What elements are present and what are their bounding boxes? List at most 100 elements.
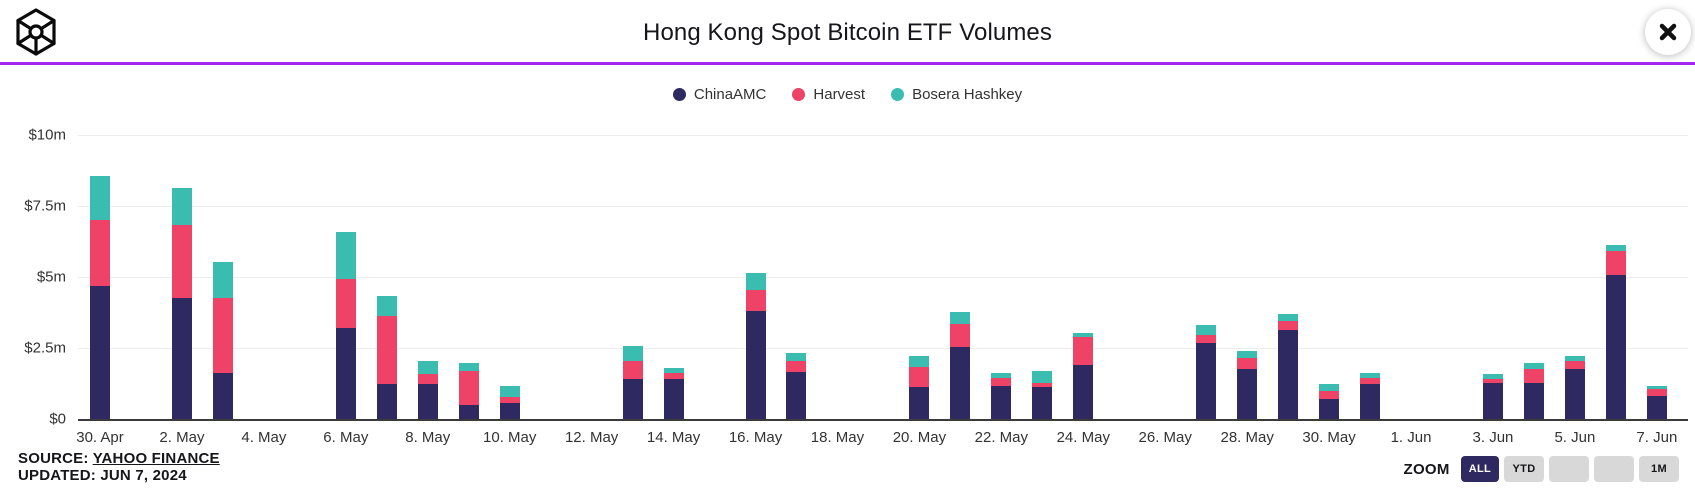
bar-segment-harvest[interactable] — [745, 289, 766, 312]
stacked-bar-29-may[interactable] — [1278, 314, 1299, 419]
bar-segment-harvest[interactable] — [376, 316, 397, 384]
bar-segment-harvest[interactable] — [417, 374, 438, 384]
bar-segment-chinaamc[interactable] — [950, 347, 971, 419]
bar-segment-chinaamc[interactable] — [909, 387, 930, 419]
bar-segment-harvest[interactable] — [1237, 358, 1258, 370]
stacked-bar-30-may[interactable] — [1319, 384, 1340, 419]
stacked-bar-4-jun[interactable] — [1523, 362, 1544, 419]
bar-segment-bosera-hashkey[interactable] — [171, 187, 192, 226]
legend-item-harvest[interactable]: Harvest — [792, 86, 865, 103]
stacked-bar-6-jun[interactable] — [1605, 245, 1626, 419]
bar-segment-chinaamc[interactable] — [1278, 330, 1299, 419]
bar-segment-harvest[interactable] — [458, 370, 479, 405]
bar-segment-chinaamc[interactable] — [458, 404, 479, 419]
bar-segment-bosera-hashkey[interactable] — [1360, 373, 1381, 378]
bar-segment-chinaamc[interactable] — [212, 373, 233, 419]
stacked-bar-31-may[interactable] — [1360, 373, 1381, 419]
bar-segment-harvest[interactable] — [909, 366, 930, 388]
bar-segment-chinaamc[interactable] — [1646, 395, 1667, 419]
bar-segment-chinaamc[interactable] — [1605, 275, 1626, 419]
bar-segment-chinaamc[interactable] — [1523, 382, 1544, 419]
bar-segment-harvest[interactable] — [991, 378, 1012, 386]
stacked-bar-7-may[interactable] — [376, 296, 397, 419]
bar-segment-bosera-hashkey[interactable] — [1278, 314, 1299, 322]
bar-segment-harvest[interactable] — [950, 324, 971, 348]
bar-segment-chinaamc[interactable] — [786, 371, 807, 419]
bar-segment-chinaamc[interactable] — [622, 379, 643, 419]
bar-segment-bosera-hashkey[interactable] — [1073, 332, 1094, 338]
stacked-bar-21-may[interactable] — [950, 311, 971, 419]
zoom-button-all[interactable]: ALL — [1460, 456, 1499, 482]
stacked-bar-30-apr[interactable] — [90, 175, 110, 419]
stacked-bar-3-jun[interactable] — [1482, 374, 1503, 419]
stacked-bar-27-may[interactable] — [1196, 325, 1217, 419]
bar-segment-bosera-hashkey[interactable] — [745, 273, 766, 290]
bar-segment-harvest[interactable] — [1032, 382, 1053, 387]
bar-segment-bosera-hashkey[interactable] — [1523, 362, 1544, 370]
bar-segment-chinaamc[interactable] — [1482, 382, 1503, 419]
bar-segment-harvest[interactable] — [663, 373, 684, 379]
bar-segment-bosera-hashkey[interactable] — [1032, 371, 1053, 383]
bar-segment-bosera-hashkey[interactable] — [786, 352, 807, 361]
bar-segment-bosera-hashkey[interactable] — [1564, 356, 1585, 361]
bar-segment-bosera-hashkey[interactable] — [90, 175, 110, 221]
bar-segment-chinaamc[interactable] — [417, 383, 438, 419]
bar-segment-bosera-hashkey[interactable] — [1196, 325, 1217, 336]
bar-segment-chinaamc[interactable] — [663, 378, 684, 419]
zoom-button-1m[interactable]: 1M — [1639, 456, 1679, 482]
bar-segment-harvest[interactable] — [1482, 379, 1503, 383]
bar-segment-harvest[interactable] — [1278, 321, 1299, 331]
bar-segment-bosera-hashkey[interactable] — [1319, 384, 1340, 391]
stacked-bar-10-may[interactable] — [499, 385, 520, 419]
bar-segment-chinaamc[interactable] — [171, 298, 192, 419]
stacked-bar-13-may[interactable] — [622, 345, 643, 419]
bar-segment-chinaamc[interactable] — [1360, 384, 1381, 419]
bar-segment-harvest[interactable] — [1360, 377, 1381, 385]
stacked-bar-2-may[interactable] — [171, 187, 192, 419]
stacked-bar-8-may[interactable] — [417, 360, 438, 419]
bar-segment-bosera-hashkey[interactable] — [622, 345, 643, 361]
bar-segment-bosera-hashkey[interactable] — [499, 385, 520, 397]
bar-segment-bosera-hashkey[interactable] — [1482, 374, 1503, 379]
bar-segment-chinaamc[interactable] — [1319, 399, 1340, 419]
bar-segment-bosera-hashkey[interactable] — [950, 311, 971, 325]
bar-segment-bosera-hashkey[interactable] — [663, 368, 684, 374]
stacked-bar-23-may[interactable] — [1032, 371, 1053, 419]
close-button[interactable] — [1645, 9, 1691, 55]
bar-segment-harvest[interactable] — [499, 396, 520, 404]
bar-segment-chinaamc[interactable] — [991, 385, 1012, 419]
legend-item-bosera-hashkey[interactable]: Bosera Hashkey — [891, 86, 1022, 103]
stacked-bar-3-may[interactable] — [212, 262, 233, 419]
stacked-bar-16-may[interactable] — [745, 273, 766, 419]
zoom-button-ytd[interactable]: YTD — [1504, 456, 1544, 482]
bar-segment-harvest[interactable] — [90, 220, 110, 286]
bar-segment-chinaamc[interactable] — [376, 383, 397, 419]
bar-segment-chinaamc[interactable] — [1564, 369, 1585, 419]
bar-segment-chinaamc[interactable] — [499, 403, 520, 419]
bar-segment-harvest[interactable] — [1196, 335, 1217, 344]
stacked-bar-20-may[interactable] — [909, 356, 930, 419]
bar-segment-bosera-hashkey[interactable] — [212, 262, 233, 299]
bar-segment-harvest[interactable] — [1605, 250, 1626, 276]
stacked-bar-28-may[interactable] — [1237, 350, 1258, 419]
bar-segment-bosera-hashkey[interactable] — [1646, 385, 1667, 390]
bar-segment-harvest[interactable] — [1564, 360, 1585, 370]
bar-segment-bosera-hashkey[interactable] — [458, 362, 479, 371]
zoom-button-blank-2[interactable] — [1549, 456, 1589, 482]
bar-segment-bosera-hashkey[interactable] — [1605, 245, 1626, 251]
source-link[interactable]: YAHOO FINANCE — [92, 450, 220, 467]
stacked-bar-9-may[interactable] — [458, 362, 479, 419]
bar-segment-chinaamc[interactable] — [1032, 386, 1053, 419]
bar-segment-harvest[interactable] — [622, 360, 643, 380]
bar-segment-harvest[interactable] — [1646, 389, 1667, 396]
bar-segment-chinaamc[interactable] — [745, 311, 766, 419]
bar-segment-harvest[interactable] — [1073, 337, 1094, 365]
bar-segment-harvest[interactable] — [1319, 390, 1340, 400]
bar-segment-chinaamc[interactable] — [335, 327, 356, 419]
zoom-button-blank-3[interactable] — [1594, 456, 1634, 482]
bar-segment-bosera-hashkey[interactable] — [1237, 350, 1258, 359]
stacked-bar-7-jun[interactable] — [1646, 385, 1667, 419]
bar-segment-harvest[interactable] — [786, 360, 807, 372]
stacked-bar-22-may[interactable] — [991, 373, 1012, 419]
bar-segment-chinaamc[interactable] — [1237, 369, 1258, 419]
